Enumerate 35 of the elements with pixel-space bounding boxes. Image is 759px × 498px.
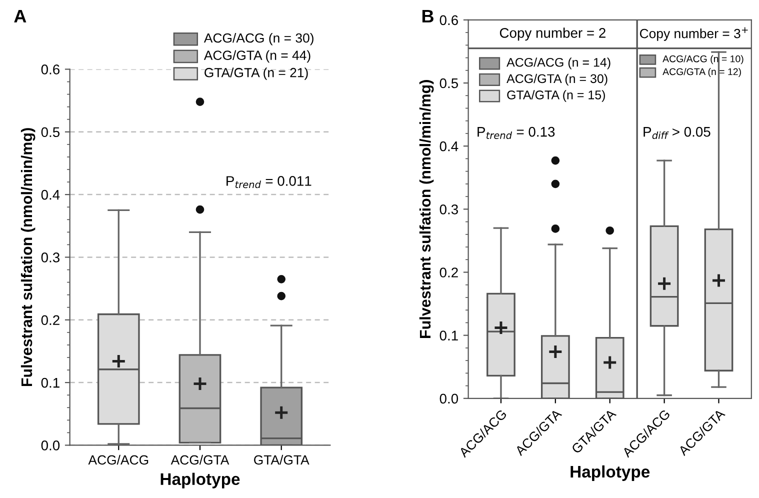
y-tick-label: 0.2 bbox=[440, 268, 458, 278]
annotation: GTA/GTA (n = 21) bbox=[204, 68, 308, 80]
y-axis-title: Fulvestrant sulfation (nmol/min/mg) bbox=[419, 80, 434, 338]
annotation: Copy number = 2 bbox=[500, 28, 606, 41]
x-tick-label: ACG/ACG bbox=[88, 454, 148, 465]
annotation: P$_{diff}$ > 0.05 bbox=[644, 126, 710, 140]
text: ACG/GTA (n = 44) bbox=[204, 50, 310, 63]
y-tick-label: 0.0 bbox=[41, 440, 60, 450]
y-tick-label: 0.5 bbox=[41, 127, 60, 138]
y-tick-label: 0.3 bbox=[41, 252, 60, 262]
y-axis-title: Fulvestrant sulfation (nmol/min/mg) bbox=[20, 128, 36, 386]
y-tick-label: 0.5 bbox=[440, 78, 458, 88]
chart-title: B bbox=[422, 10, 434, 22]
x-axis-title: Haplotype bbox=[160, 472, 240, 488]
annotation: P$_{trend}$ = 0.011 bbox=[226, 176, 312, 188]
y-tick-label: 0.1 bbox=[41, 378, 60, 388]
y-tick-label: 0.2 bbox=[41, 315, 60, 326]
annotation: Copy number = 3$^{+}$ bbox=[640, 27, 748, 41]
annotation: ACG/GTA (n = 12) bbox=[662, 68, 741, 78]
annotation: GTA/GTA (n = 15) bbox=[507, 90, 605, 102]
y-tick-label: 0.4 bbox=[41, 190, 60, 200]
y-tick-label: 0.6 bbox=[440, 15, 458, 26]
text: ACG/ACG (n = 30) bbox=[204, 32, 314, 46]
annotation: ACG/GTA (n = 30) bbox=[506, 74, 608, 86]
y-tick-label: 0.4 bbox=[440, 141, 458, 152]
x-tick-label: ACG/GTA bbox=[170, 454, 230, 465]
y-tick-label: 0.6 bbox=[41, 64, 60, 74]
chart-title: A bbox=[14, 10, 26, 22]
annotation: ACG/ACG (n = 14) bbox=[506, 58, 610, 70]
annotation: P$_{trend}$ = 0.13 bbox=[478, 126, 555, 140]
y-tick-label: 0.0 bbox=[440, 394, 458, 404]
x-tick-label: GTA/GTA bbox=[254, 454, 310, 465]
y-tick-label: 0.1 bbox=[440, 330, 458, 340]
x-axis-title: Haplotype bbox=[570, 465, 650, 481]
y-tick-label: 0.3 bbox=[440, 204, 458, 214]
